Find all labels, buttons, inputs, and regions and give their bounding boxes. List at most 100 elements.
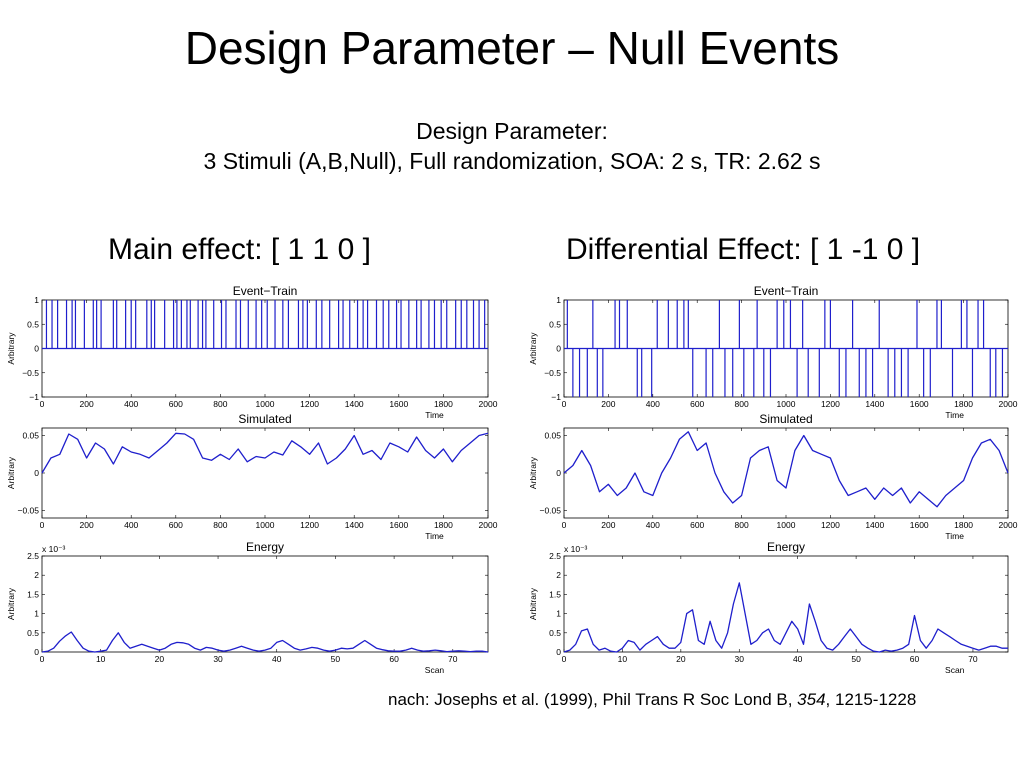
- x-tick-label: 800: [735, 520, 749, 530]
- series-line: [563, 582, 1008, 653]
- x-tick-label: 50: [331, 654, 341, 664]
- x-tick-label: 1400: [865, 520, 884, 530]
- x-tick-label: 0: [40, 399, 45, 409]
- differential-effect-title: Differential Effect: [ 1 -1 0 ]: [566, 233, 921, 266]
- x-axis-label: Time: [945, 531, 964, 541]
- x-tick-label: 800: [213, 520, 227, 530]
- y-tick-label: 0.5: [27, 319, 39, 329]
- y-tick-label: 1: [34, 609, 39, 619]
- plot-frame: [41, 427, 489, 519]
- x-tick-label: 40: [272, 654, 282, 664]
- y-tick-label: 2: [556, 570, 561, 580]
- x-tick-label: 1200: [821, 520, 840, 530]
- x-tick-label: 1800: [954, 399, 973, 409]
- x-tick-label: 400: [646, 520, 660, 530]
- y-tick-label: 0: [34, 468, 39, 478]
- x-tick-label: 1400: [865, 399, 884, 409]
- x-tick-label: 2000: [999, 399, 1018, 409]
- y-axis-label: Arbitrary: [6, 332, 16, 365]
- x-tick-label: 0: [562, 399, 567, 409]
- x-tick-label: 0: [562, 654, 567, 664]
- x-tick-label: 20: [676, 654, 686, 664]
- main-effect-title: Main effect: [ 1 1 0 ]: [108, 233, 371, 266]
- series-line: [563, 431, 1009, 508]
- y-tick-label: −0.5: [22, 368, 39, 378]
- y-tick-label: 1.5: [27, 589, 39, 599]
- x-axis-label: Time: [425, 531, 444, 541]
- x-tick-label: 30: [735, 654, 745, 664]
- y-axis-label: Arbitrary: [528, 587, 538, 620]
- diff-simulated-chart: 0 200 400 600 800 1000 1200 1400 1600 1800 2000 −0.…: [528, 412, 1018, 541]
- x-tick-label: 50: [851, 654, 861, 664]
- panel-title: Event−Train: [233, 284, 298, 298]
- y-tick-label: 0: [556, 647, 561, 657]
- x-tick-label: 1400: [345, 399, 364, 409]
- diff-energy-chart: 0 10 20 30 40 50 60 70 0 0.5 1 1.5 2 2.5 Energy Scan Arb…: [528, 540, 1009, 675]
- citation-volume: 354: [797, 690, 826, 709]
- plot-frame: [563, 555, 1009, 653]
- main-energy-chart: 0 10 20 30 40 50 60 70 0 0.5 1 1.5 2 2.5 Energy Scan Arb…: [6, 540, 489, 675]
- y-tick-label: −0.5: [544, 368, 561, 378]
- series-line: [41, 432, 489, 474]
- x-tick-label: 600: [690, 520, 704, 530]
- x-tick-label: 1800: [434, 399, 453, 409]
- x-tick-label: 60: [389, 654, 399, 664]
- x-tick-label: 200: [601, 520, 615, 530]
- y-tick-label: 0.05: [544, 431, 561, 441]
- x-tick-label: 200: [80, 520, 94, 530]
- x-tick-label: 60: [910, 654, 920, 664]
- x-tick-label: 70: [968, 654, 978, 664]
- main-event-train-chart: 0 200 400 600 800 1000 1200 1400 1600 1800 2000 −1 −…: [6, 284, 498, 420]
- x-tick-label: 1200: [300, 399, 319, 409]
- y-tick-label: 0: [556, 344, 561, 354]
- slide-title: Design Parameter – Null Events: [184, 22, 840, 74]
- y-tick-label: 1: [556, 295, 561, 305]
- y-tick-label: 0.5: [549, 319, 561, 329]
- y-tick-label: 0: [34, 344, 39, 354]
- y-tick-label: 2.5: [549, 551, 561, 561]
- y-tick-label: 0: [34, 647, 39, 657]
- x-tick-label: 400: [124, 520, 138, 530]
- panel-title: Simulated: [238, 412, 291, 426]
- x-tick-label: 1400: [345, 520, 364, 530]
- subtitle-line-1: Design Parameter:: [416, 118, 608, 144]
- y-tick-label: 1: [556, 609, 561, 619]
- y-tick-label: 2: [34, 570, 39, 580]
- diff-event-train-chart: 0 200 400 600 800 1000 1200 1400 1600 1800 2000 −1 −…: [528, 284, 1018, 420]
- subtitle-line-2: 3 Stimuli (A,B,Null), Full randomization…: [203, 148, 821, 174]
- x-tick-label: 1600: [389, 399, 408, 409]
- citation: nach: Josephs et al. (1999), Phil Trans …: [388, 688, 1018, 712]
- x-tick-label: 70: [448, 654, 458, 664]
- x-tick-label: 1000: [777, 520, 796, 530]
- x-tick-label: 800: [735, 399, 749, 409]
- x-tick-label: 1000: [777, 399, 796, 409]
- x-tick-label: 2000: [479, 399, 498, 409]
- x-tick-label: 400: [124, 399, 138, 409]
- x-tick-label: 2000: [479, 520, 498, 530]
- panel-title: Simulated: [759, 412, 812, 426]
- x-tick-label: 200: [80, 399, 94, 409]
- x-tick-label: 800: [213, 399, 227, 409]
- y-exponent-label: x 10⁻³: [42, 544, 66, 554]
- x-tick-label: 10: [96, 654, 106, 664]
- x-axis-label: Time: [945, 410, 964, 420]
- panel-title: Energy: [246, 540, 284, 554]
- x-tick-label: 200: [601, 399, 615, 409]
- x-tick-label: 1600: [910, 399, 929, 409]
- x-tick-label: 1600: [910, 520, 929, 530]
- series-line: [41, 631, 489, 653]
- y-tick-label: 0: [556, 468, 561, 478]
- slide-subtitle: Design Parameter: 3 Stimuli (A,B,Null), …: [0, 116, 1024, 176]
- citation-suffix: , 1215-1228: [825, 690, 917, 709]
- x-tick-label: 0: [40, 654, 45, 664]
- y-tick-label: 1: [34, 295, 39, 305]
- x-tick-label: 600: [169, 520, 183, 530]
- x-tick-label: 40: [793, 654, 803, 664]
- x-tick-label: 400: [646, 399, 660, 409]
- y-tick-label: −0.05: [17, 506, 39, 516]
- x-tick-label: 0: [562, 520, 567, 530]
- y-axis-label: Arbitrary: [6, 587, 16, 620]
- y-tick-label: 0.05: [22, 431, 39, 441]
- x-tick-label: 600: [690, 399, 704, 409]
- x-axis-label: Scan: [945, 665, 965, 675]
